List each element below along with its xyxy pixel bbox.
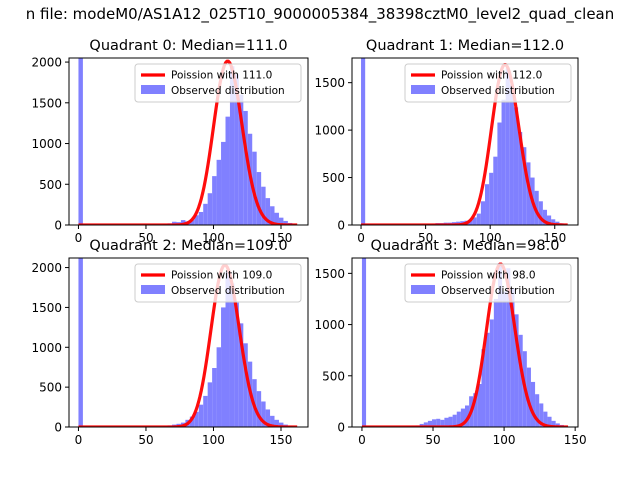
chart-title: Quadrant 2: Median=109.0: [89, 238, 287, 254]
histogram-bar: [208, 193, 212, 225]
y-tick-label: 1500: [31, 96, 62, 110]
histogram-bar: [490, 319, 494, 427]
y-tick-label: 1500: [31, 301, 62, 315]
y-tick-label: 0: [337, 219, 345, 233]
histogram-bar: [203, 396, 207, 427]
histogram-bar: [217, 347, 221, 427]
chart-title: Quadrant 0: Median=111.0: [89, 38, 287, 54]
legend-bar-swatch: [141, 85, 165, 94]
histogram-bar: [78, 258, 82, 427]
histogram-bar: [502, 100, 506, 225]
y-tick-label: 500: [39, 178, 62, 192]
histogram-bar: [531, 382, 535, 427]
y-tick-label: 1000: [31, 341, 62, 355]
legend-label: Observed distribution: [441, 85, 555, 97]
y-tick-label: 0: [337, 421, 345, 435]
histogram-bar: [486, 333, 490, 427]
x-tick-label: 100: [202, 433, 225, 447]
legend-label: Observed distribution: [171, 285, 285, 297]
histogram-bar: [494, 299, 498, 427]
legend-label: Poission with 112.0: [441, 70, 542, 82]
y-tick-label: 500: [39, 381, 62, 395]
legend-label: Observed distribution: [171, 85, 285, 97]
histogram-bar: [510, 85, 514, 225]
figure-suptitle: n file: modeM0/AS1A12_025T10_9000005384_…: [26, 5, 615, 24]
histogram-bar: [497, 123, 501, 225]
chart-title: Quadrant 1: Median=112.0: [366, 38, 564, 54]
legend-label: Poission with 109.0: [171, 270, 272, 282]
y-tick-label: 500: [322, 171, 345, 185]
histogram-bar: [203, 204, 207, 225]
legend-bar-swatch: [411, 285, 435, 294]
histogram-bar: [493, 157, 497, 225]
x-tick-label: 0: [75, 231, 83, 245]
histogram-bar: [212, 176, 216, 225]
histogram-bar: [230, 284, 234, 427]
histogram-bar: [502, 292, 506, 427]
y-tick-label: 0: [54, 421, 62, 435]
y-tick-label: 0: [54, 219, 62, 233]
chart-title: Quadrant 3: Median=98.0: [371, 238, 560, 254]
x-tick-label: 50: [425, 433, 440, 447]
histogram-bar: [199, 212, 203, 225]
histogram-bar: [477, 214, 481, 225]
histogram-bar: [212, 368, 216, 427]
histogram-bar: [489, 173, 493, 225]
histogram-bar: [217, 160, 221, 225]
legend-label: Poission with 98.0: [441, 270, 536, 282]
legend-label: Poission with 111.0: [171, 70, 272, 82]
histogram-bar: [361, 58, 365, 225]
histogram-bar: [481, 201, 485, 225]
y-tick-label: 1000: [31, 137, 62, 151]
histogram-bar: [221, 307, 225, 427]
legend-label: Observed distribution: [441, 285, 555, 297]
histogram-bar: [225, 117, 229, 225]
y-tick-label: 500: [322, 369, 345, 383]
histogram-bar: [362, 258, 366, 427]
histogram-bar: [257, 391, 261, 427]
histogram-bar: [485, 184, 489, 225]
y-tick-label: 2000: [31, 56, 62, 70]
y-tick-label: 2000: [31, 261, 62, 275]
y-tick-label: 1000: [314, 318, 345, 332]
histogram-bar: [78, 58, 82, 225]
legend-bar-swatch: [141, 285, 165, 294]
x-tick-label: 150: [564, 433, 587, 447]
x-tick-label: 0: [357, 231, 365, 245]
histogram-bar: [199, 405, 203, 427]
y-tick-label: 1500: [314, 76, 345, 90]
histogram-bar: [208, 382, 212, 427]
y-tick-label: 1500: [314, 267, 345, 281]
legend-bar-swatch: [411, 85, 435, 94]
y-tick-label: 1000: [314, 124, 345, 138]
x-tick-label: 100: [493, 433, 516, 447]
x-tick-label: 150: [270, 433, 293, 447]
x-tick-label: 0: [358, 433, 366, 447]
histogram-bar: [257, 172, 261, 225]
histogram-bar: [221, 142, 225, 225]
x-tick-label: 50: [138, 433, 153, 447]
x-tick-label: 0: [75, 433, 83, 447]
